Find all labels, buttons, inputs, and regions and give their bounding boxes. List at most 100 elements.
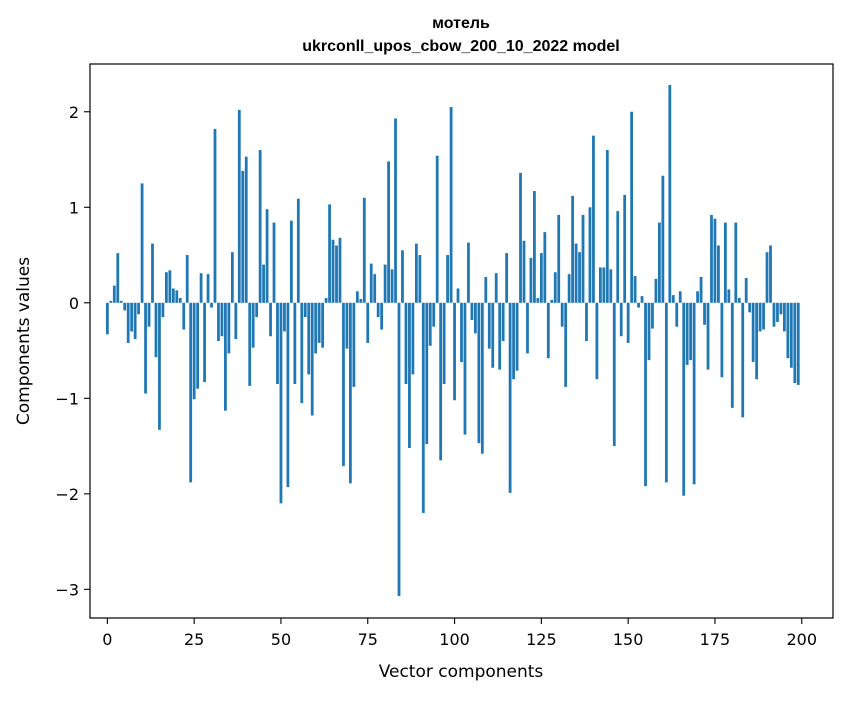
bar-25: [192, 302, 196, 400]
bar-74: [362, 197, 366, 303]
bar-66: [335, 245, 338, 303]
bar-192: [772, 302, 776, 327]
x-tick-label: 175: [700, 630, 731, 649]
bar-58: [307, 302, 311, 375]
bar-177: [720, 302, 724, 378]
bar-114: [501, 302, 505, 341]
bar-6: [126, 302, 130, 343]
x-tick-label: 125: [526, 630, 557, 649]
bar-108: [480, 302, 484, 454]
bar-123: [533, 191, 536, 303]
bar-131: [560, 302, 564, 327]
bar-92: [425, 302, 429, 445]
bar-40: [244, 156, 248, 303]
bar-26: [196, 302, 200, 389]
bar-49: [276, 302, 279, 384]
bar-91: [421, 302, 425, 513]
bar-188: [758, 302, 762, 332]
bar-64: [328, 204, 331, 303]
bar-84: [397, 302, 401, 597]
bar-15: [158, 302, 161, 430]
bar-78: [376, 302, 380, 318]
bar-115: [505, 253, 509, 303]
bar-71: [352, 302, 356, 387]
y-tick-label: 1: [69, 198, 79, 217]
bar-167: [685, 302, 689, 365]
bar-13: [151, 243, 154, 303]
bar-178: [723, 222, 727, 303]
bar-146: [612, 302, 616, 447]
bar-80: [383, 264, 387, 303]
bar-163: [671, 295, 675, 303]
bar-159: [658, 222, 661, 303]
bar-36: [230, 252, 234, 303]
bar-24: [189, 302, 193, 483]
bar-47: [269, 302, 272, 337]
bar-152: [633, 276, 637, 303]
bar-198: [793, 302, 797, 384]
y-tick-label: 2: [69, 103, 79, 122]
bar-194: [779, 302, 783, 315]
bar-191: [769, 245, 772, 303]
bar-51: [283, 302, 286, 332]
bar-93: [428, 302, 432, 346]
x-tick-label: 0: [102, 630, 112, 649]
bar-118: [515, 302, 519, 371]
bar-148: [619, 302, 623, 337]
bar-53: [289, 220, 293, 303]
bar-106: [474, 302, 477, 334]
bar-137: [581, 214, 585, 303]
bar-99: [449, 106, 453, 303]
bar-125: [539, 253, 543, 303]
bar-97: [442, 302, 446, 384]
bar-75: [366, 302, 370, 343]
bar-183: [741, 302, 745, 418]
bar-195: [783, 302, 786, 332]
bar-21: [178, 298, 182, 303]
bar-173: [706, 302, 710, 370]
bar-121: [526, 302, 529, 354]
bar-145: [609, 269, 613, 303]
bar-20: [175, 290, 179, 303]
bar-70: [349, 302, 352, 484]
chart-title: мотель: [432, 15, 490, 32]
bar-126: [543, 232, 547, 303]
x-tick-label: 200: [786, 630, 817, 649]
bar-88: [411, 302, 415, 375]
bar-3: [116, 253, 120, 303]
plot-frame: [89, 63, 834, 619]
bar-149: [623, 194, 627, 303]
y-tick-label: 0: [69, 294, 79, 313]
bar-128: [550, 299, 554, 303]
bar-34: [224, 302, 227, 411]
bar-164: [675, 302, 679, 327]
bar-147: [616, 211, 620, 303]
bar-8: [133, 302, 137, 340]
bar-48: [272, 222, 276, 303]
bar-144: [605, 149, 609, 303]
bar-10: [140, 183, 144, 303]
bar-156: [647, 302, 651, 361]
bar-197: [789, 302, 793, 368]
bar-16: [161, 302, 165, 318]
bar-41: [248, 302, 252, 386]
bar-89: [414, 243, 418, 303]
bar-111: [491, 302, 495, 368]
bar-73: [359, 298, 363, 303]
bar-45: [262, 264, 265, 303]
bar-143: [602, 267, 606, 303]
bar-186: [751, 302, 755, 363]
bar-79: [380, 302, 384, 330]
bar-2: [112, 285, 116, 303]
x-tick-label: 75: [358, 630, 378, 649]
bar-42: [251, 302, 255, 348]
bar-57: [303, 302, 307, 318]
bar-158: [654, 278, 658, 303]
bar-193: [776, 302, 779, 322]
bar-189: [762, 302, 765, 330]
bar-19: [171, 288, 175, 303]
bar-69: [345, 302, 349, 349]
bar-28: [203, 302, 206, 383]
bar-105: [470, 302, 474, 320]
